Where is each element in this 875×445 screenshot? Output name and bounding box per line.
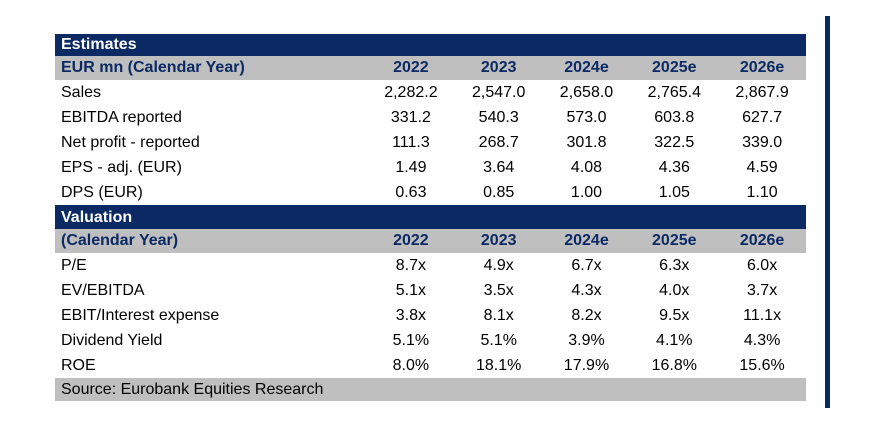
source-note: Source: Eurobank Equities Research	[61, 381, 324, 398]
row-label: EBIT/Interest expense	[61, 307, 220, 324]
table-row: DPS (EUR) 0.63 0.85 1.00 1.05 1.10	[55, 180, 806, 205]
cell-value: 16.8%	[651, 357, 697, 374]
estimates-header-year: 2024e	[564, 59, 609, 76]
table-row: Dividend Yield 5.1% 5.1% 3.9% 4.1% 4.3%	[55, 328, 806, 353]
table-row: ROE 8.0% 18.1% 17.9% 16.8% 15.6%	[55, 353, 806, 378]
row-label: P/E	[61, 257, 87, 274]
cell-value: 11.1x	[743, 307, 782, 324]
cell-value: 301.8	[566, 134, 607, 151]
table-row: Net profit - reported 111.3 268.7 301.8 …	[55, 130, 806, 155]
cell-value: 2,867.9	[735, 84, 789, 101]
cell-value: 3.7x	[746, 282, 778, 299]
cell-value: 5.1%	[392, 332, 430, 349]
row-label: EV/EBITDA	[61, 282, 145, 299]
valuation-header-year: 2022	[393, 232, 429, 249]
cell-value: 17.9%	[563, 357, 610, 374]
cell-value: 4.0x	[659, 282, 690, 299]
cell-value: 2,282.2	[384, 84, 438, 101]
valuation-title-row: Valuation	[55, 207, 806, 229]
cell-value: 339.0	[742, 134, 783, 151]
estimates-title-row: Estimates	[55, 34, 806, 56]
row-label: Sales	[61, 84, 102, 101]
cell-value: 1.00	[570, 184, 603, 201]
valuation-header-year: 2026e	[739, 232, 785, 249]
cell-value: 573.0	[566, 109, 607, 126]
table-row: EBIT/Interest expense 3.8x 8.1x 8.2x 9.5…	[55, 303, 806, 328]
cell-value: 15.6%	[739, 357, 785, 374]
cell-value: 603.8	[654, 109, 695, 126]
cell-value: 3.8x	[395, 307, 427, 324]
cell-value: 0.63	[395, 184, 427, 201]
valuation-title: Valuation	[61, 209, 133, 226]
valuation-header-year: 2023	[480, 232, 517, 249]
row-label: EBITDA reported	[61, 109, 182, 126]
table-row: EBITDA reported 331.2 540.3 573.0 603.8 …	[55, 105, 806, 130]
cell-value: 8.0%	[392, 357, 430, 374]
cell-value: 1.05	[658, 184, 690, 201]
row-label: DPS (EUR)	[61, 184, 143, 201]
estimates-header-row: EUR mn (Calendar Year) 2022 2023 2024e 2…	[55, 56, 806, 80]
estimates-header-year: 2022	[393, 59, 429, 76]
row-label: ROE	[61, 357, 96, 374]
valuation-header-year: 2024e	[564, 232, 609, 249]
cell-value: 4.3%	[743, 332, 781, 349]
cell-value: 6.7x	[571, 257, 602, 274]
cell-value: 8.2x	[571, 307, 602, 324]
cell-value: 3.9%	[568, 332, 605, 349]
estimates-header-label: EUR mn (Calendar Year)	[61, 59, 245, 76]
cell-value: 4.3x	[571, 282, 602, 299]
cell-value: 9.5x	[659, 307, 690, 324]
cell-value: 3.5x	[483, 282, 514, 299]
cell-value: 322.5	[654, 134, 695, 151]
table-row: EV/EBITDA 5.1x 3.5x 4.3x 4.0x 3.7x	[55, 278, 806, 303]
cell-value: 4.9x	[483, 257, 514, 274]
cell-value: 4.1%	[656, 332, 693, 349]
vertical-rule	[825, 16, 830, 408]
row-label: Dividend Yield	[61, 332, 163, 349]
cell-value: 268.7	[478, 134, 519, 151]
cell-value: 6.3x	[659, 257, 690, 274]
table-row: EPS - adj. (EUR) 1.49 3.64 4.08 4.36 4.5…	[55, 155, 806, 180]
estimates-header-year: 2026e	[739, 59, 785, 76]
cell-value: 2,547.0	[472, 84, 526, 101]
cell-value: 627.7	[742, 109, 783, 126]
source-row: Source: Eurobank Equities Research	[55, 378, 806, 401]
cell-value: 2,765.4	[647, 84, 701, 101]
cell-value: 540.3	[478, 109, 519, 126]
cell-value: 331.2	[390, 109, 431, 126]
section-divider	[55, 205, 806, 207]
cell-value: 4.08	[570, 159, 603, 176]
row-label: EPS - adj. (EUR)	[61, 159, 182, 176]
estimates-title: Estimates	[61, 36, 137, 53]
table-row: Sales 2,282.2 2,547.0 2,658.0 2,765.4 2,…	[55, 80, 806, 105]
cell-value: 2,658.0	[559, 84, 614, 101]
estimates-header-year: 2023	[480, 59, 517, 76]
cell-value: 6.0x	[746, 257, 778, 274]
cell-value: 4.59	[746, 159, 778, 176]
valuation-header-label: (Calendar Year)	[61, 232, 179, 249]
cell-value: 3.64	[483, 159, 515, 176]
valuation-header-row: (Calendar Year) 2022 2023 2024e 2025e 20…	[55, 229, 806, 253]
cell-value: 5.1%	[480, 332, 517, 349]
cell-value: 1.10	[746, 184, 778, 201]
cell-value: 5.1x	[395, 282, 427, 299]
table-row: P/E 8.7x 4.9x 6.7x 6.3x 6.0x	[55, 253, 806, 278]
cell-value: 8.1x	[483, 307, 514, 324]
row-label: Net profit - reported	[61, 134, 200, 151]
cell-value: 18.1%	[476, 357, 522, 374]
cell-value: 111.3	[392, 134, 430, 151]
financial-table: Estimates EUR mn (Calendar Year) 2022 20…	[55, 34, 806, 401]
estimates-header-year: 2025e	[652, 59, 697, 76]
cell-value: 8.7x	[395, 257, 427, 274]
cell-value: 0.85	[483, 184, 515, 201]
valuation-header-year: 2025e	[652, 232, 697, 249]
cell-value: 1.49	[395, 159, 427, 176]
cell-value: 4.36	[658, 159, 690, 176]
